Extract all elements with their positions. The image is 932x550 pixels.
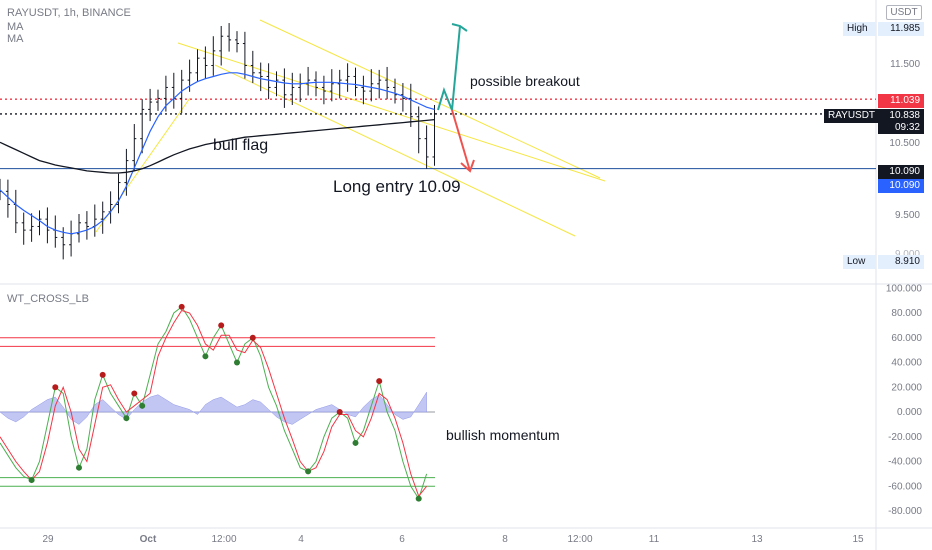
bullish-cross-dot <box>76 464 82 471</box>
price-tick: 9.000 <box>878 248 924 262</box>
osc-axis-tick: -40.000 <box>888 457 922 468</box>
time-axis-label: 12:00 <box>567 534 592 545</box>
osc-axis-tick: 60.000 <box>891 333 922 344</box>
symbol-tag: RAYUSDT <box>824 109 880 123</box>
osc-axis-tick: 80.000 <box>891 308 922 319</box>
breakdown-down-arrow <box>451 109 471 172</box>
bar-countdown: 09:32 <box>878 122 924 134</box>
bullish-cross-dot <box>123 415 130 422</box>
down-arrow-head <box>460 159 475 173</box>
bearish-cross-dot <box>376 378 383 385</box>
breakout-up-arrow <box>437 25 461 111</box>
time-axis-label: 15 <box>852 534 864 545</box>
osc-axis-tick: -20.000 <box>888 432 922 443</box>
ma-legend-1[interactable]: MA <box>7 21 24 33</box>
time-axis-label: 8 <box>502 534 508 545</box>
wt-histogram-area <box>0 391 427 425</box>
last-price-label: 10.838 <box>878 109 924 123</box>
high-label: High <box>843 22 876 36</box>
bearish-cross-dot <box>178 303 185 310</box>
osc-axis-tick: 20.000 <box>891 382 922 393</box>
osc-axis-tick: 100.000 <box>886 283 923 294</box>
bearish-cross-dot <box>99 371 106 378</box>
price-tick: 11.500 <box>890 59 920 70</box>
bullish-cross-dot <box>415 495 422 502</box>
bearish-cross-dot <box>249 334 256 341</box>
high-value: 11.985 <box>878 22 924 36</box>
resistance-level-label: 11.039 <box>878 94 924 108</box>
time-axis-label: 4 <box>298 534 304 545</box>
bearish-cross-dot <box>218 322 225 329</box>
bearish-cross-dot <box>336 409 343 415</box>
currency-button[interactable]: USDT <box>886 5 922 20</box>
annotation-bull-flag: bull flag <box>213 137 269 154</box>
ma-legend-2[interactable]: MA <box>7 33 24 45</box>
bearish-cross-dot <box>131 390 138 397</box>
time-axis-label: 6 <box>399 534 405 545</box>
low-value: 8.910 <box>878 255 924 269</box>
time-axis-label: 29 <box>42 534 54 545</box>
entry-level-label: 10.090 <box>878 165 924 179</box>
entry-level-label-2: 10.090 <box>878 179 924 193</box>
bullish-cross-dot <box>28 477 35 484</box>
osc-axis-tick: 0.000 <box>897 407 922 418</box>
up-arrow-head <box>451 23 468 32</box>
price-tick: 9.500 <box>894 210 920 221</box>
bullish-cross-dot <box>234 359 240 366</box>
low-label: Low <box>843 255 876 269</box>
flag-channel-lower <box>214 64 576 237</box>
indicator-title[interactable]: WT_CROSS_LB <box>7 293 89 305</box>
ma-slow-line <box>0 118 435 174</box>
bullish-cross-dot <box>202 353 209 360</box>
osc-axis-tick: -60.000 <box>888 481 922 492</box>
ma-fast-line <box>0 72 435 235</box>
bullish-cross-dot <box>352 439 359 446</box>
price-tick: 10.500 <box>889 138 920 149</box>
time-axis-label: 13 <box>751 534 763 545</box>
bullish-cross-dot <box>305 468 312 475</box>
osc-axis-tick: -80.000 <box>888 506 922 517</box>
time-axis-label: Oct <box>140 534 157 545</box>
symbol-title[interactable]: RAYUSDT, 1h, BINANCE <box>7 7 131 19</box>
time-axis-label: 12:00 <box>211 534 236 545</box>
time-axis-label: 11 <box>649 534 660 545</box>
bearish-cross-dot <box>52 384 59 391</box>
flag-channel-upper <box>177 42 606 182</box>
annotation-long-entry: Long entry 10.09 <box>333 177 461 196</box>
annotation-breakout: possible breakout <box>470 73 580 89</box>
wt2-line <box>0 309 427 498</box>
osc-axis-tick: 40.000 <box>891 358 922 369</box>
annotation-bullish-momentum: bullish momentum <box>446 427 560 443</box>
bullish-cross-dot <box>139 402 146 409</box>
